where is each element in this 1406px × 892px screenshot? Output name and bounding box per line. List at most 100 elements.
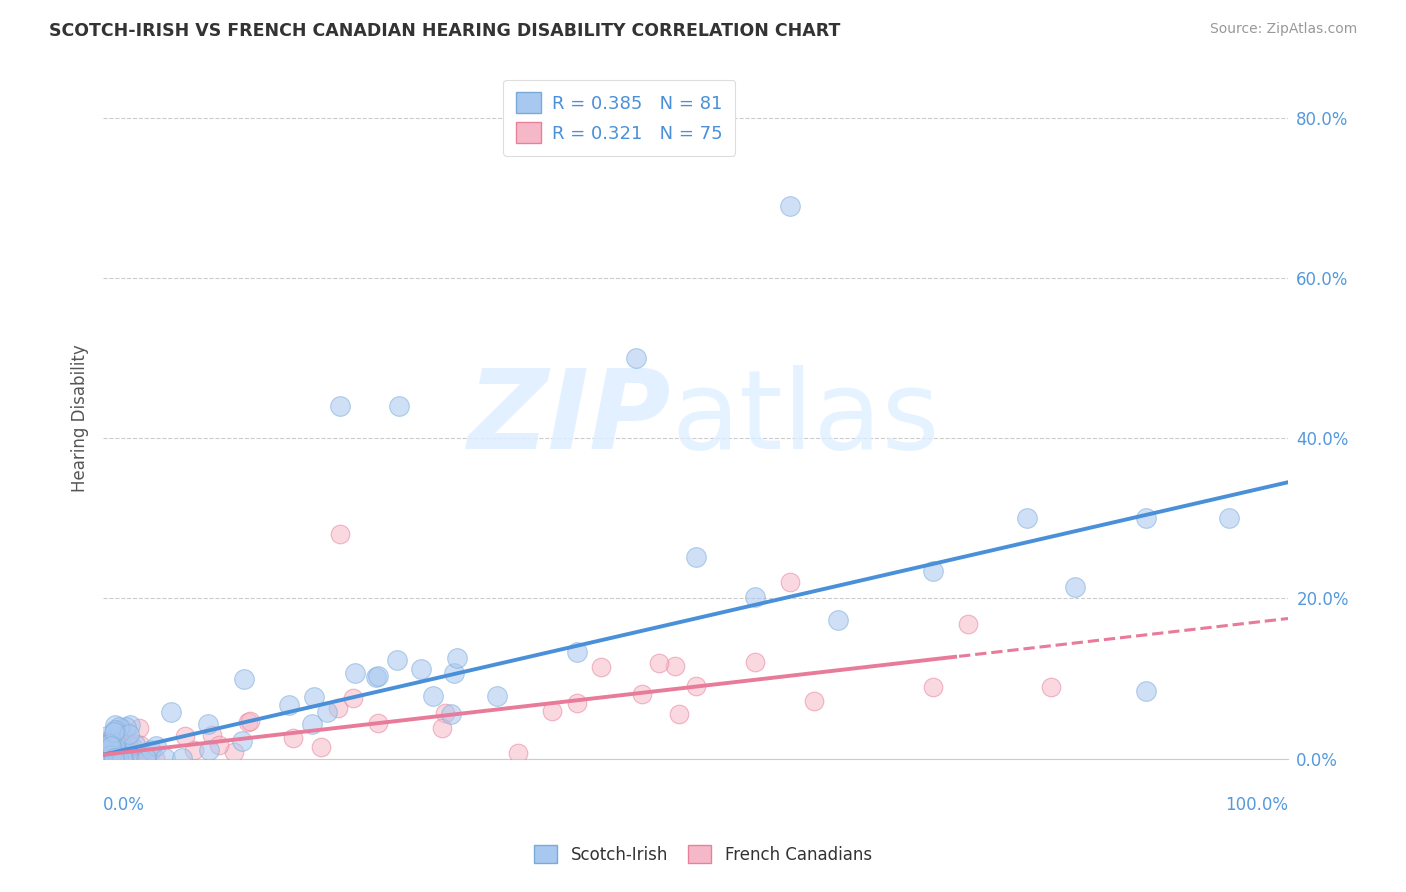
Point	[100, 751, 122, 765]
Point	[411, 662, 433, 676]
Point	[97, 740, 120, 755]
Point	[114, 749, 136, 764]
Point	[779, 199, 801, 213]
Point	[96, 751, 118, 765]
Point	[93, 751, 115, 765]
Point	[1017, 511, 1039, 525]
Point	[957, 617, 980, 632]
Point	[626, 351, 648, 365]
Point	[198, 743, 221, 757]
Point	[103, 751, 125, 765]
Point	[326, 701, 349, 715]
Point	[117, 743, 139, 757]
Point	[93, 746, 115, 760]
Point	[685, 550, 707, 565]
Point	[565, 696, 588, 710]
Point	[174, 729, 197, 743]
Point	[138, 751, 160, 765]
Point	[236, 714, 259, 729]
Point	[97, 751, 120, 765]
Point	[446, 650, 468, 665]
Point	[422, 689, 444, 703]
Point	[208, 738, 231, 752]
Point	[104, 736, 127, 750]
Point	[94, 739, 117, 753]
Point	[589, 660, 612, 674]
Point	[97, 733, 120, 747]
Point	[111, 751, 134, 765]
Point	[744, 655, 766, 669]
Point	[100, 743, 122, 757]
Point	[100, 751, 122, 765]
Point	[100, 750, 122, 764]
Point	[506, 746, 529, 760]
Point	[316, 705, 339, 719]
Point	[329, 399, 352, 413]
Point	[201, 728, 224, 742]
Point	[96, 742, 118, 756]
Point	[97, 751, 120, 765]
Point	[685, 679, 707, 693]
Point	[96, 737, 118, 751]
Point	[96, 729, 118, 743]
Point	[103, 724, 125, 739]
Point	[111, 743, 134, 757]
Point	[367, 669, 389, 683]
Point	[108, 751, 131, 765]
Point	[115, 737, 138, 751]
Point	[103, 751, 125, 765]
Point	[648, 656, 671, 670]
Point	[124, 751, 146, 765]
Point	[103, 743, 125, 757]
Point	[98, 751, 121, 765]
Point	[93, 751, 115, 765]
Point	[108, 751, 131, 765]
Point	[440, 706, 463, 721]
Point	[309, 740, 332, 755]
Point	[100, 739, 122, 754]
Point	[364, 670, 387, 684]
Text: atlas: atlas	[672, 365, 941, 472]
Point	[98, 751, 121, 765]
Point	[94, 751, 117, 765]
Point	[779, 575, 801, 590]
Point	[124, 737, 146, 751]
Point	[233, 672, 256, 686]
Point	[93, 748, 115, 763]
Point	[98, 738, 121, 752]
Text: SCOTCH-IRISH VS FRENCH CANADIAN HEARING DISABILITY CORRELATION CHART: SCOTCH-IRISH VS FRENCH CANADIAN HEARING …	[49, 22, 841, 40]
Point	[101, 751, 124, 765]
Point	[385, 652, 408, 666]
Point	[108, 733, 131, 747]
Text: ZIP: ZIP	[468, 365, 672, 472]
Point	[111, 736, 134, 750]
Point	[105, 739, 128, 754]
Y-axis label: Hearing Disability: Hearing Disability	[72, 344, 89, 492]
Point	[93, 736, 115, 750]
Point	[103, 751, 125, 765]
Point	[160, 705, 183, 719]
Point	[93, 738, 115, 752]
Point	[94, 744, 117, 758]
Point	[921, 564, 943, 578]
Point	[329, 527, 352, 541]
Point	[105, 745, 128, 759]
Point	[1135, 683, 1157, 698]
Point	[827, 613, 849, 627]
Point	[1040, 680, 1063, 694]
Point	[112, 740, 135, 755]
Point	[342, 691, 364, 706]
Point	[664, 658, 686, 673]
Point	[803, 694, 825, 708]
Point	[1135, 511, 1157, 525]
Point	[117, 749, 139, 764]
Point	[145, 739, 167, 754]
Point	[128, 738, 150, 752]
Point	[388, 399, 411, 413]
Point	[486, 689, 509, 703]
Point	[93, 734, 115, 748]
Point	[103, 747, 125, 761]
Point	[128, 721, 150, 735]
Point	[631, 687, 654, 701]
Point	[139, 742, 162, 756]
